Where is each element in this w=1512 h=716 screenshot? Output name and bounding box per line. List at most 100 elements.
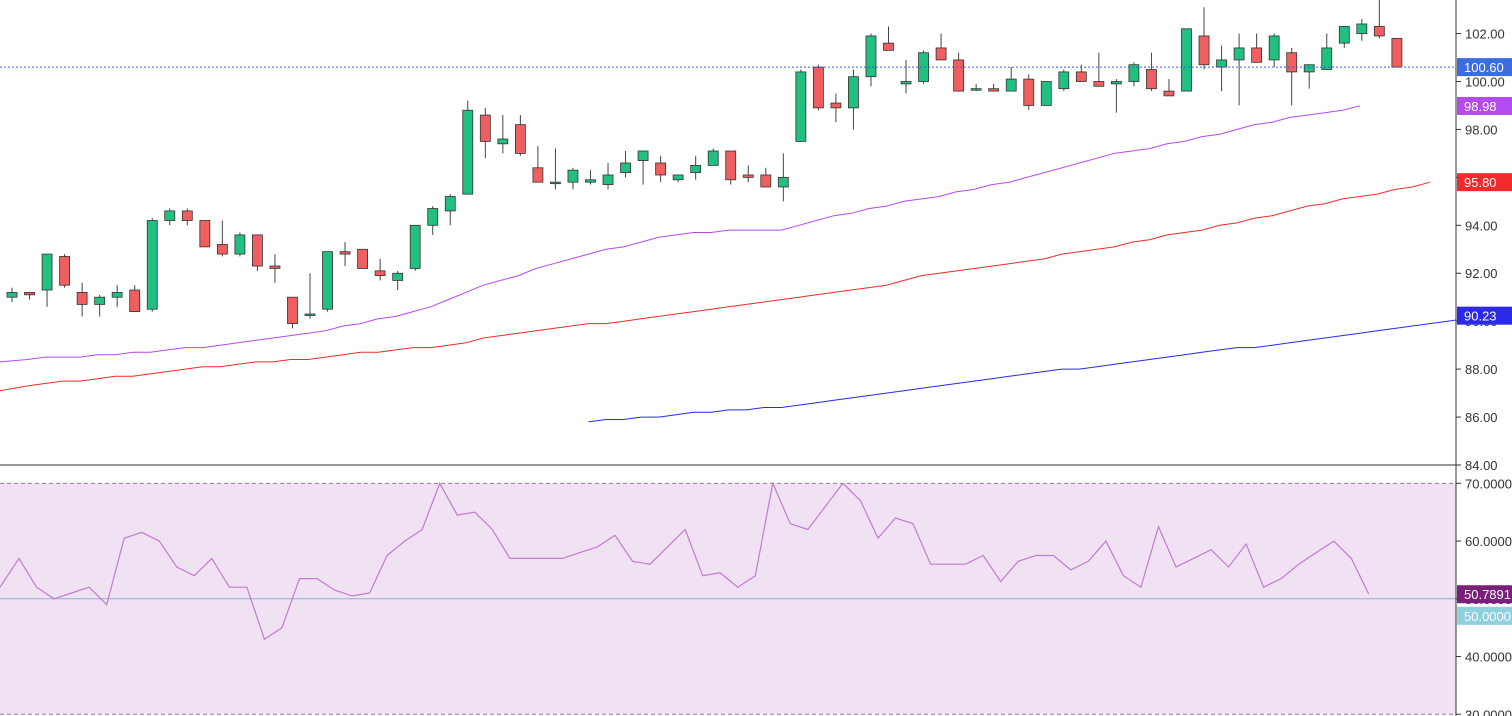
candle[interactable] (409, 224, 421, 271)
candle[interactable] (550, 148, 561, 190)
candle[interactable] (953, 52, 965, 92)
candle[interactable] (269, 254, 281, 283)
candle[interactable] (988, 83, 1000, 92)
candle[interactable] (760, 167, 772, 188)
candle[interactable] (514, 115, 526, 156)
candle[interactable] (181, 208, 193, 226)
candle-body-up (234, 234, 246, 255)
candle[interactable] (304, 273, 316, 319)
candle[interactable] (690, 155, 702, 180)
candle[interactable] (392, 270, 404, 291)
candle[interactable] (339, 242, 351, 267)
candle[interactable] (602, 162, 614, 190)
candle-body-down (883, 42, 894, 51)
candle[interactable] (1023, 74, 1035, 111)
candle[interactable] (812, 64, 824, 111)
candle[interactable] (777, 153, 789, 202)
candle[interactable] (1356, 19, 1368, 41)
candle[interactable] (1058, 69, 1070, 92)
candle[interactable] (1303, 64, 1315, 89)
candle[interactable] (1005, 67, 1017, 92)
candle[interactable] (234, 232, 246, 257)
candle-body-up (1338, 25, 1350, 44)
candle-body-up (1216, 59, 1227, 68)
candle-body-down (830, 102, 842, 109)
candle[interactable] (865, 33, 877, 87)
candle[interactable] (374, 258, 386, 281)
candle[interactable] (1321, 33, 1333, 70)
candle[interactable] (1110, 79, 1122, 113)
candle[interactable] (216, 220, 228, 257)
candle[interactable] (620, 151, 631, 178)
candle[interactable] (830, 93, 842, 123)
candle-body-down (1286, 52, 1298, 73)
candle[interactable] (1181, 28, 1192, 92)
candle-body-up (146, 220, 158, 310)
candle[interactable] (444, 194, 456, 226)
candle[interactable] (795, 69, 807, 142)
candle[interactable] (479, 107, 491, 159)
candle[interactable] (970, 83, 982, 92)
candle[interactable] (1251, 33, 1263, 63)
candle[interactable] (357, 248, 369, 269)
candle[interactable] (935, 33, 947, 61)
candle[interactable] (76, 282, 88, 317)
candle[interactable] (462, 100, 474, 195)
candle[interactable] (1128, 62, 1140, 87)
candle[interactable] (427, 206, 439, 235)
candle[interactable] (129, 285, 141, 312)
candle-body-up (304, 313, 316, 316)
candle[interactable] (94, 294, 106, 317)
candle[interactable] (900, 59, 912, 94)
candlestick-series[interactable] (6, 0, 1403, 329)
candle[interactable] (532, 146, 544, 183)
candle[interactable] (252, 234, 263, 271)
candle[interactable] (883, 26, 894, 51)
candle-body-down (129, 289, 141, 312)
candle[interactable] (164, 208, 176, 226)
candle[interactable] (742, 165, 754, 183)
candle-body-down (935, 47, 947, 61)
candle[interactable] (1093, 52, 1105, 87)
candle[interactable] (1233, 33, 1245, 106)
candle[interactable] (24, 292, 35, 300)
candle[interactable] (1338, 25, 1350, 48)
candle[interactable] (41, 253, 53, 307)
candle-body-up (707, 150, 719, 166)
ma-value-badge-2-bg (1457, 173, 1512, 192)
candle-body-down (725, 150, 737, 181)
candle[interactable] (111, 285, 123, 307)
candle[interactable] (59, 254, 70, 288)
candle[interactable] (637, 150, 649, 185)
candle[interactable] (322, 251, 333, 312)
candle[interactable] (1163, 79, 1175, 97)
rsi-pane[interactable] (0, 481, 1456, 715)
candle[interactable] (725, 150, 737, 185)
candle[interactable] (1040, 81, 1052, 106)
price-tick-label: 94.00 (1465, 218, 1498, 233)
candle[interactable] (199, 220, 211, 248)
candle[interactable] (672, 174, 684, 183)
candle[interactable] (585, 170, 596, 185)
candle[interactable] (655, 155, 667, 183)
candle[interactable] (287, 296, 298, 329)
candle[interactable] (1198, 7, 1210, 70)
candle-body-down (742, 174, 754, 178)
ma-value-badge-1-bg (1457, 96, 1512, 115)
candle[interactable] (1391, 37, 1403, 68)
price-pane[interactable] (0, 0, 1512, 466)
candle[interactable] (848, 69, 859, 130)
candle[interactable] (567, 167, 579, 190)
ma-value-badge-2: 95.80 (1457, 173, 1512, 192)
candle[interactable] (1268, 33, 1280, 68)
candle[interactable] (497, 115, 509, 154)
candle[interactable] (146, 218, 158, 312)
price-tick-label: 88.00 (1465, 362, 1498, 377)
candle[interactable] (1286, 47, 1298, 106)
candle[interactable] (1373, 0, 1385, 39)
candle[interactable] (6, 287, 18, 303)
candle[interactable] (707, 148, 719, 166)
candle[interactable] (1146, 52, 1157, 92)
candle-body-up (637, 150, 649, 161)
